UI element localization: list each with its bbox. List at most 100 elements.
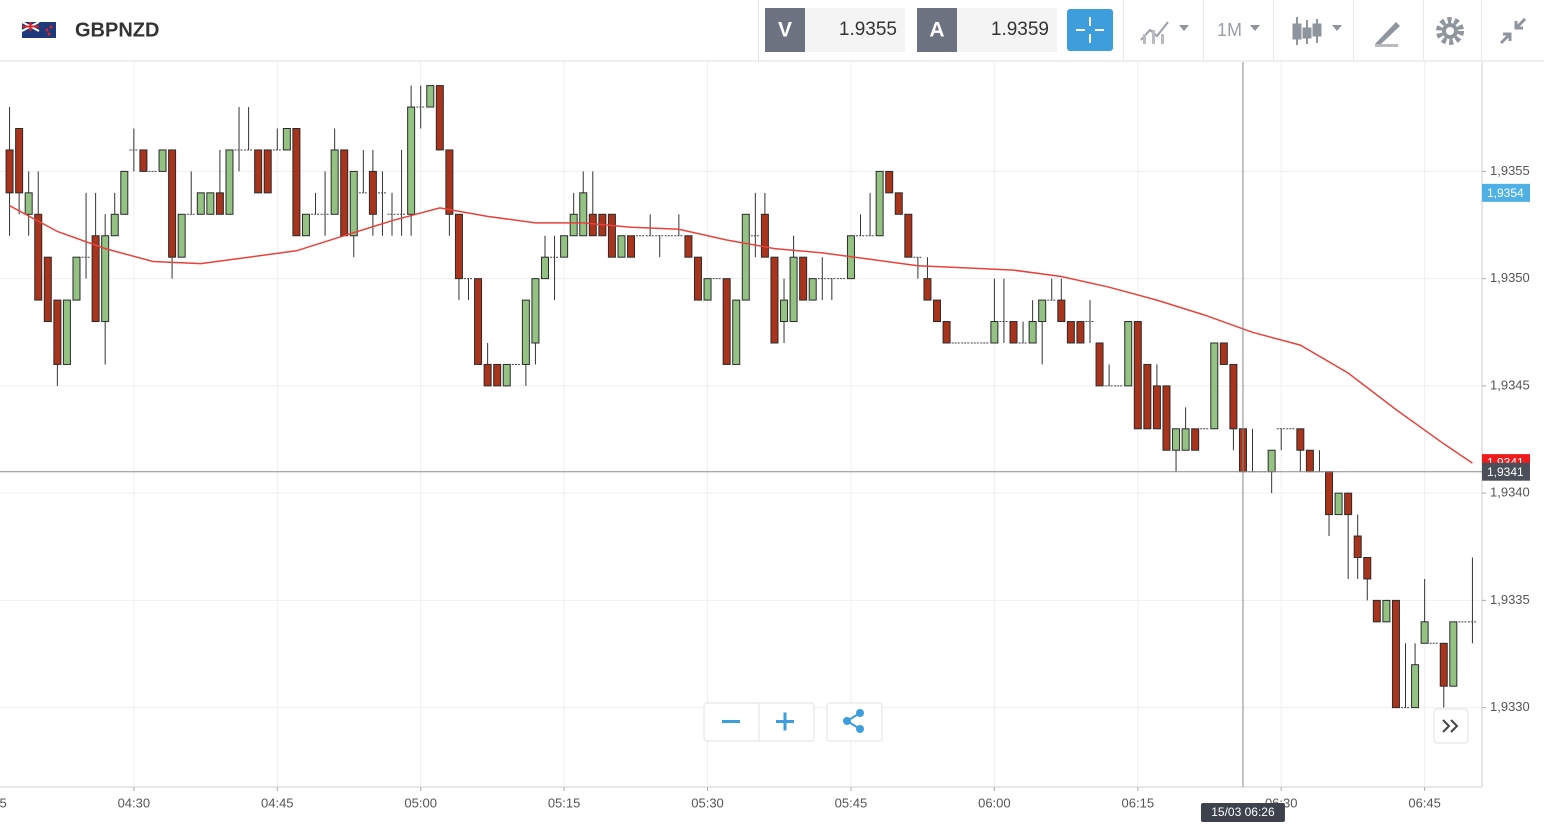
x-tick-label: 06:45 [1408, 795, 1441, 810]
candle-body [24, 192, 33, 215]
candle-body [1449, 621, 1458, 687]
candle-body [1181, 428, 1190, 451]
zoom-in-button[interactable] [776, 712, 794, 731]
chart-type-button[interactable] [1140, 21, 1189, 44]
price-marker-label: 1,9354 [1487, 186, 1524, 200]
y-tick-label: 1,9340 [1490, 485, 1530, 500]
candle-body [1229, 363, 1238, 430]
draw-tool-button[interactable] [1375, 22, 1400, 47]
candle-body [1143, 363, 1152, 430]
crosshair-price-label: 1,9341 [1487, 465, 1524, 479]
candle-body [1334, 492, 1343, 516]
candle-body [1038, 299, 1047, 323]
timeframe-caret [1250, 25, 1260, 31]
crosshair-price-box [1482, 462, 1530, 481]
share-button[interactable] [826, 702, 883, 742]
timeframe[interactable]: 1M [1217, 20, 1242, 40]
candle-body [760, 213, 769, 258]
candle-body [875, 170, 884, 237]
candle-body [1210, 342, 1219, 430]
separator [758, 0, 759, 61]
candle-body [933, 299, 942, 323]
candle-body [607, 213, 616, 258]
plot-area [0, 62, 1482, 787]
bid-box [805, 8, 905, 52]
candle-body [789, 256, 798, 323]
candle-body [206, 192, 215, 215]
candle-body [493, 363, 502, 387]
candle-body [770, 256, 779, 344]
separators [1123, 0, 1482, 61]
candle-body [1382, 599, 1391, 623]
bid-label: V [778, 19, 792, 42]
candle-body [1076, 321, 1085, 344]
y-tick-label: 1,9355 [1490, 163, 1530, 178]
candle-body [139, 149, 148, 172]
candle-body [282, 127, 291, 151]
candle-body [15, 127, 24, 194]
candle-body [407, 106, 416, 215]
collapse-button[interactable] [1499, 17, 1527, 45]
candle-body [1095, 342, 1104, 387]
moving-average [9, 205, 1473, 464]
x-tick-label: 04:45 [261, 795, 294, 810]
x-tick-label: 06:00 [978, 795, 1011, 810]
candle-body [120, 170, 129, 215]
y-tick-label: 1,9350 [1490, 270, 1530, 285]
candle-body [1219, 342, 1228, 365]
candle-body [540, 256, 549, 280]
y-tick-label: 1,9335 [1490, 592, 1530, 607]
candle-body [349, 170, 358, 237]
candle-body [340, 149, 349, 237]
candle-body [1028, 321, 1037, 344]
candle-body [1267, 449, 1276, 473]
axes: 1,9330 1,9335 1,9340 1,9345 1,9350 1,9355 04:1… [0, 163, 1530, 822]
candle-body [254, 149, 263, 194]
candle-type-button[interactable] [1292, 17, 1342, 45]
bid-button[interactable] [765, 8, 805, 52]
y-tick-label: 1,9330 [1490, 699, 1530, 714]
candle-body [72, 256, 81, 301]
candle-body [177, 213, 186, 258]
x-tick-label: 06:15 [1122, 795, 1155, 810]
flag [21, 21, 56, 38]
candle-body [521, 299, 530, 365]
candle-body [627, 235, 636, 258]
candle-body [885, 170, 894, 194]
candle-body [43, 256, 52, 323]
ask-button[interactable] [917, 8, 957, 52]
y-tick-label: 1,9345 [1490, 377, 1530, 392]
candle-body [741, 213, 750, 301]
candle-body [1124, 321, 1133, 387]
candle-body [942, 321, 951, 344]
candle-body [1353, 535, 1362, 558]
candle-body [1420, 621, 1429, 644]
candle-body [330, 149, 339, 215]
candle-body [732, 299, 741, 365]
candle-body [1009, 321, 1018, 344]
candle-body [474, 278, 483, 365]
candle-body [483, 363, 492, 387]
candle-body [579, 192, 588, 237]
candle-body [368, 170, 377, 215]
candle-body [91, 235, 100, 323]
crosshair-time-label: 15/03 06:26 [1211, 805, 1275, 819]
candle-body [894, 192, 903, 215]
candle-body [1296, 428, 1305, 451]
candle-body [588, 213, 597, 237]
zoom-out-button[interactable] [722, 720, 740, 723]
crosshair-icon [1076, 17, 1104, 43]
candle-body [1372, 599, 1381, 623]
candle-body [1391, 599, 1400, 709]
settings-button[interactable] [1436, 17, 1464, 45]
crosshair-button[interactable] [1067, 9, 1113, 51]
x-tick-label: 05:30 [691, 795, 724, 810]
candle-body [225, 149, 234, 215]
candle-body [560, 235, 569, 258]
grid [0, 62, 1482, 787]
candle-body [1305, 449, 1314, 473]
candle-body [502, 363, 511, 387]
scroll-right-button[interactable] [1433, 708, 1469, 744]
